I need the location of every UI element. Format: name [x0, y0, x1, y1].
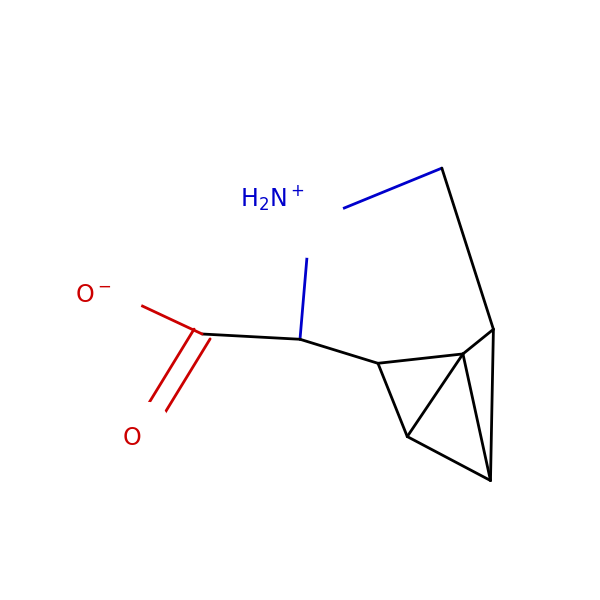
Text: H$_2$N$^+$: H$_2$N$^+$: [239, 184, 304, 213]
Circle shape: [127, 403, 168, 443]
Circle shape: [96, 272, 143, 319]
Text: O$^-$: O$^-$: [74, 283, 110, 307]
Circle shape: [275, 187, 345, 257]
Text: O: O: [123, 426, 142, 450]
